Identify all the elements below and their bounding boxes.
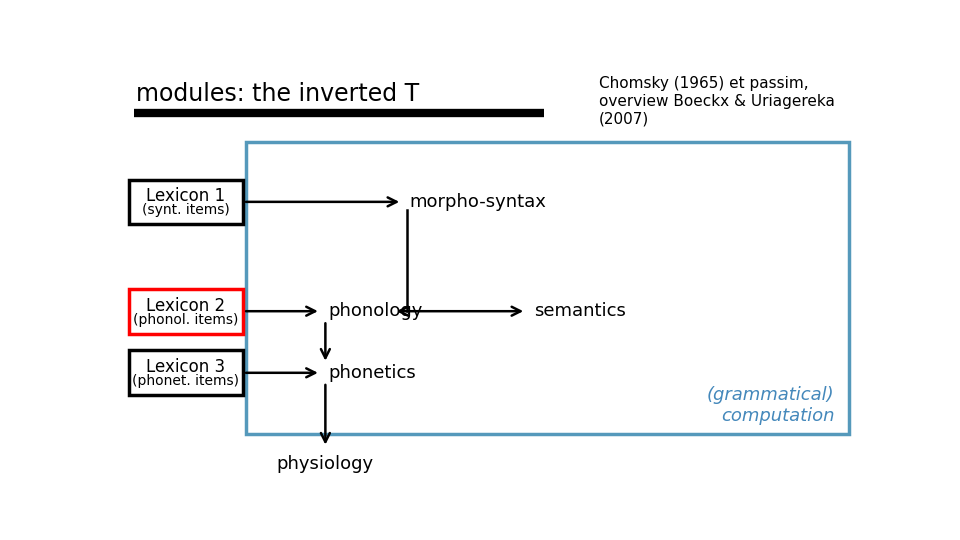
Text: physiology: physiology [276, 455, 374, 473]
Text: phonetics: phonetics [328, 364, 417, 382]
Text: Lexicon 3: Lexicon 3 [146, 359, 226, 376]
Text: Lexicon 2: Lexicon 2 [146, 297, 226, 315]
Bar [246, 142, 849, 434]
Bar [129, 289, 243, 334]
Text: Lexicon 1: Lexicon 1 [146, 187, 226, 206]
Text: phonology: phonology [328, 302, 422, 320]
Text: (grammatical)
computation: (grammatical) computation [707, 386, 834, 425]
Text: (phonol. items): (phonol. items) [133, 313, 239, 327]
Text: morpho-syntax: morpho-syntax [410, 193, 547, 211]
Text: (synt. items): (synt. items) [142, 204, 229, 217]
Text: Chomsky (1965) et passim,
overview Boeckx & Uriagereka
(2007): Chomsky (1965) et passim, overview Boeck… [599, 76, 835, 126]
Text: modules: the inverted T: modules: the inverted T [135, 82, 419, 106]
Text: (phonet. items): (phonet. items) [132, 374, 239, 388]
Text: semantics: semantics [534, 302, 626, 320]
Bar [129, 179, 243, 224]
Bar [129, 350, 243, 395]
